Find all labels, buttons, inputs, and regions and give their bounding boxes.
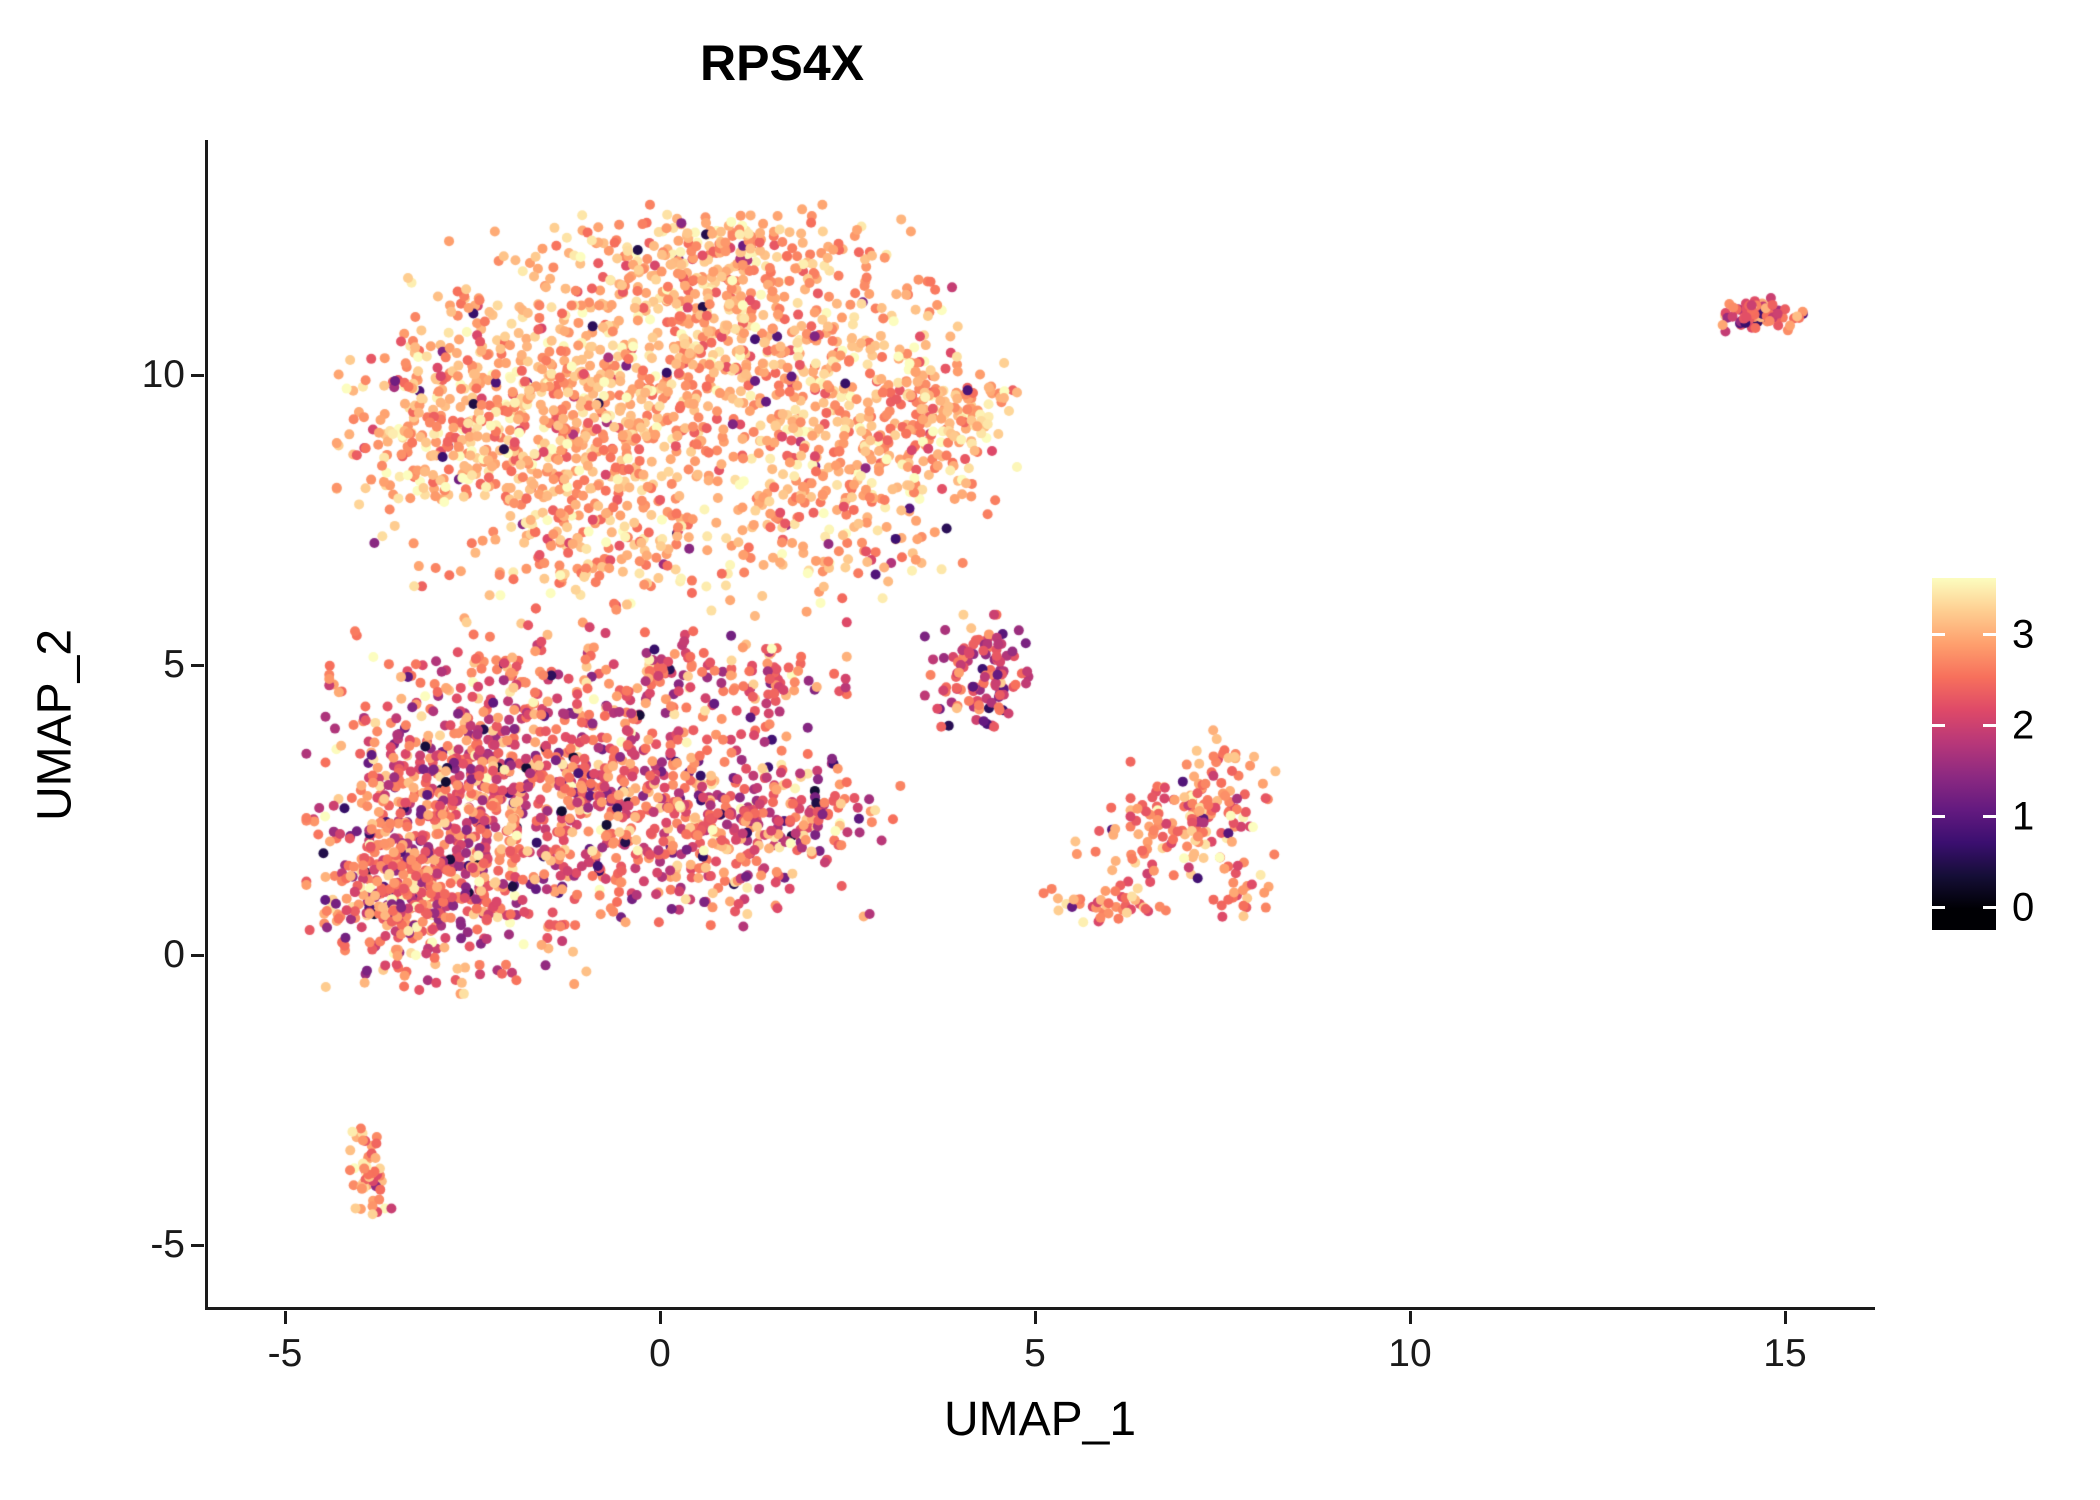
colorbar-tick-label: 0 [2012,885,2035,930]
x-axis-tick [284,1311,287,1324]
colorbar-tick [1932,633,1945,636]
colorbar-tick [1932,906,1945,909]
x-axis-tick [1784,1311,1787,1324]
scatter-canvas [208,140,1878,1310]
y-axis-tick-label: 10 [141,353,185,396]
y-axis-tick [191,664,204,667]
colorbar-tick-label: 2 [2012,703,2035,748]
x-axis-tick-label: 15 [1763,1332,1807,1375]
y-axis-title: UMAP_2 [28,628,82,822]
colorbar-tick [1932,724,1945,727]
y-axis-tick-label: 5 [163,643,185,686]
colorbar-tick [1932,815,1945,818]
x-axis-tick [659,1311,662,1324]
colorbar-tick [1983,815,1996,818]
y-axis-tick-label: 0 [163,933,185,976]
colorbar-tick [1983,906,1996,909]
plot-panel [205,140,1878,1310]
x-axis-tick-label: 0 [649,1332,671,1375]
x-axis-title: UMAP_1 [943,1393,1137,1446]
x-axis-tick [1409,1311,1412,1324]
x-axis-tick-label: -5 [267,1332,303,1375]
y-axis-tick [191,1244,204,1247]
colorbar-tick-label: 1 [2012,794,2035,839]
x-axis-tick-label: 10 [1388,1332,1432,1375]
plot-title: RPS4X [700,35,864,91]
x-axis-tick-label: 5 [1024,1332,1046,1375]
x-axis-tick [1034,1311,1037,1324]
colorbar-gradient [1932,578,1996,930]
y-axis-tick [191,374,204,377]
colorbar-tick [1983,633,1996,636]
y-axis-tick [191,954,204,957]
colorbar-tick-label: 3 [2012,612,2035,657]
colorbar-tick [1983,724,1996,727]
y-axis-tick-label: -5 [150,1223,185,1266]
